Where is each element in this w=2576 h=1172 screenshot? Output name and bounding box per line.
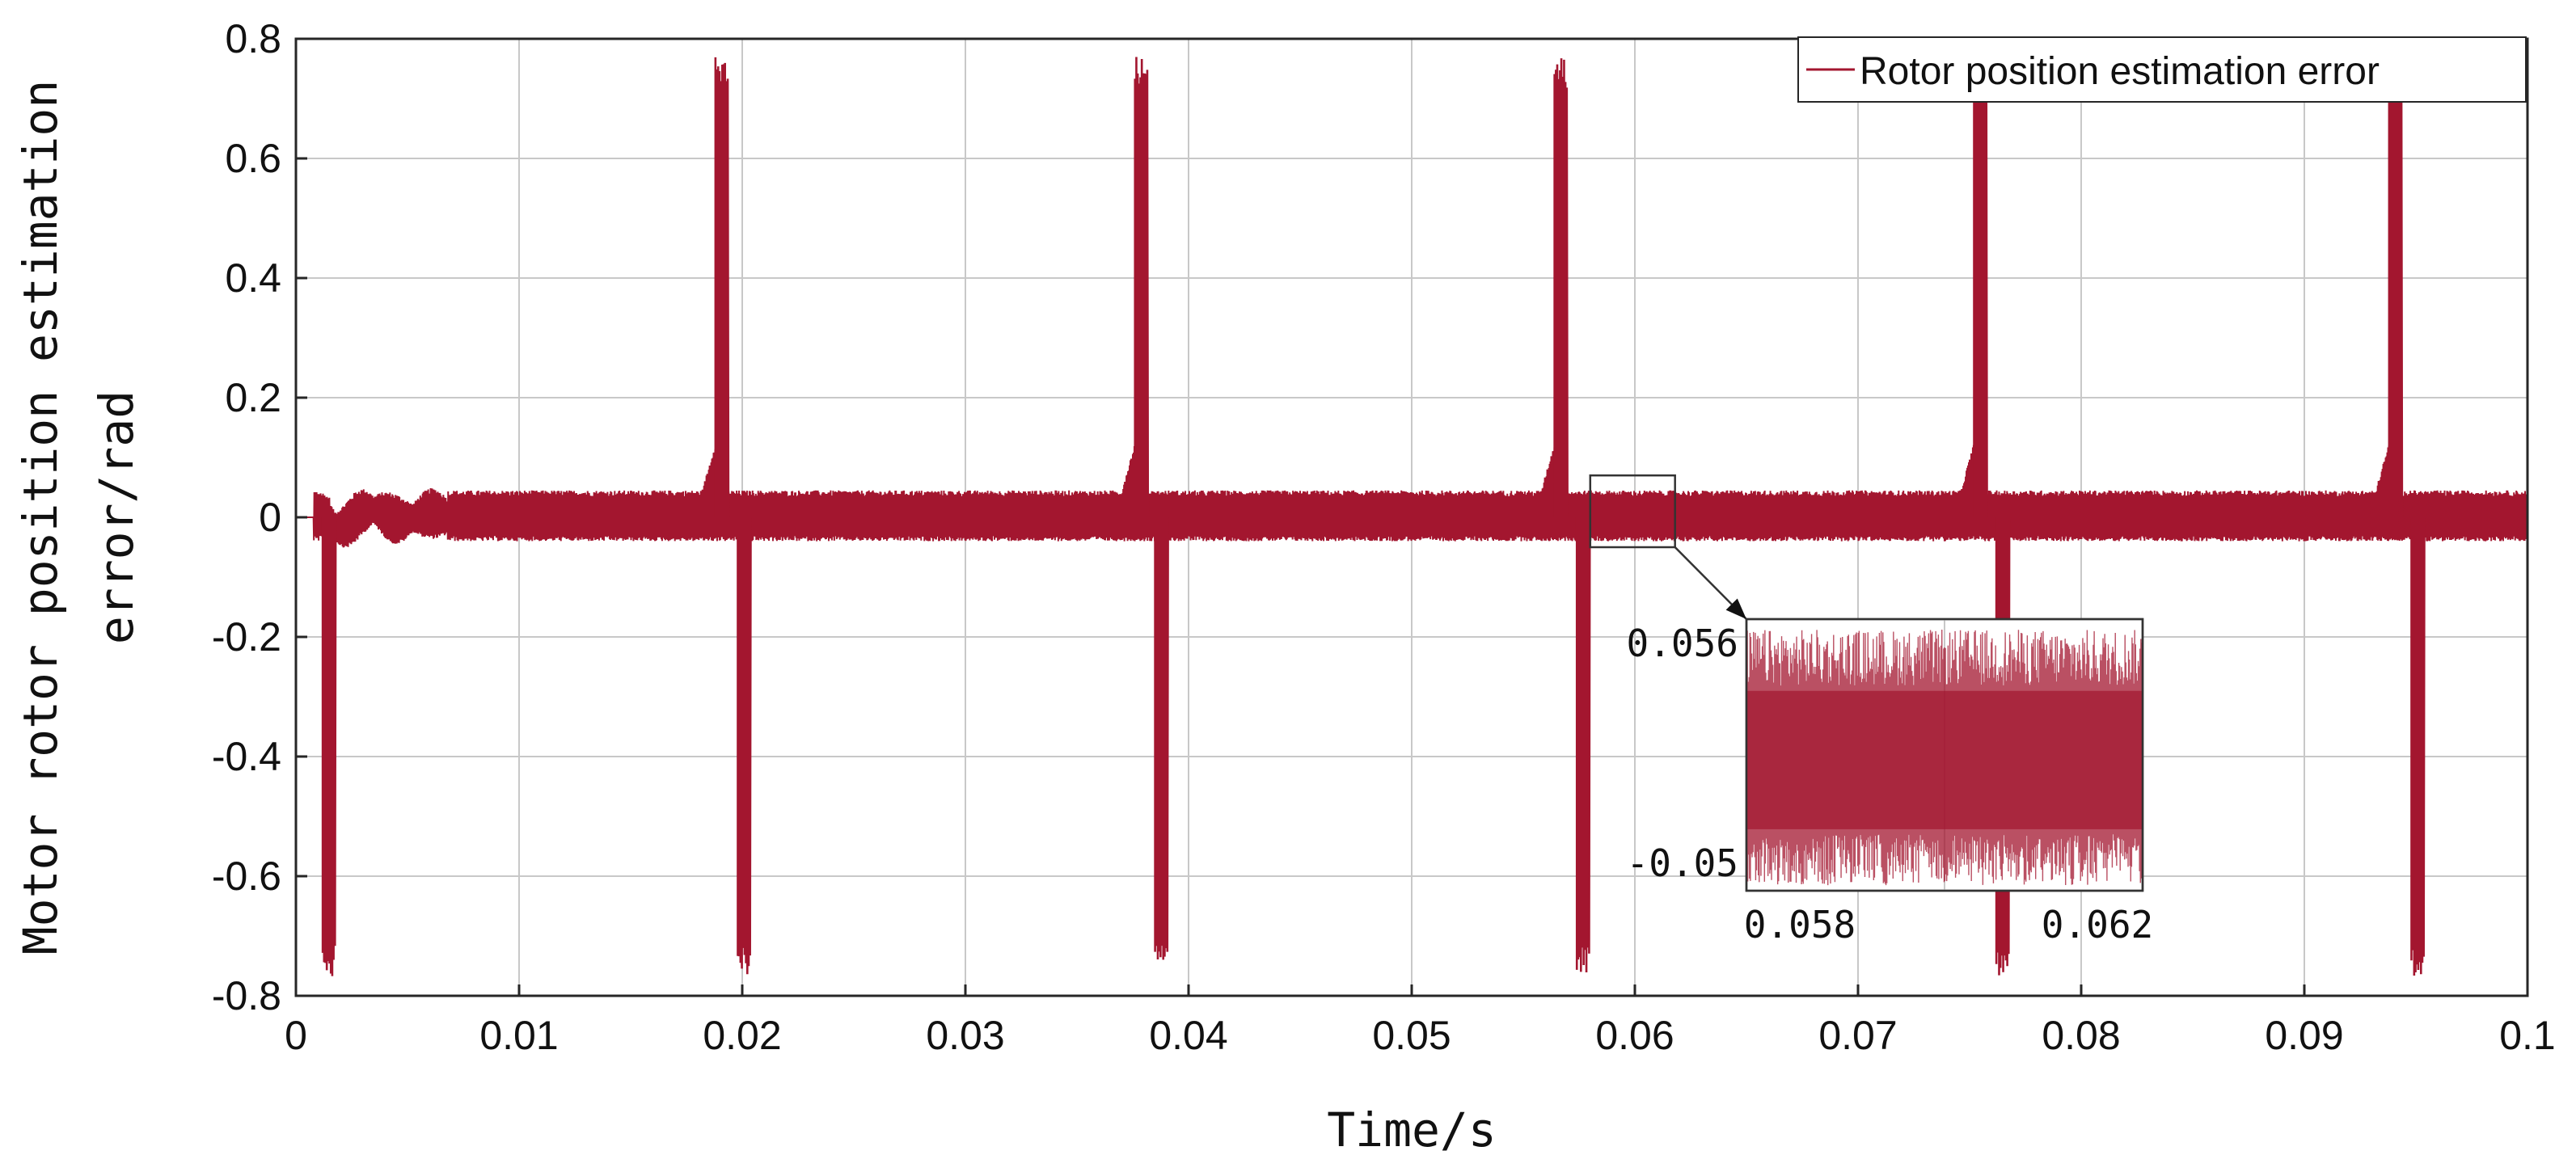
negative-spike (2410, 516, 2426, 976)
negative-spike (737, 516, 752, 975)
inset-series-line (1746, 630, 2143, 886)
inset-dense-band (1746, 690, 2143, 829)
y-tick-label: -0.8 (212, 973, 281, 1018)
x-axis-title: Time/s (1327, 1102, 1497, 1157)
y-tick-label: 0.2 (225, 375, 281, 420)
y-tick-label: -0.4 (212, 734, 281, 779)
negative-spike (1575, 516, 1591, 972)
legend-entry-label: Rotor position estimation error (1860, 50, 2380, 93)
y-tick-label: 0.6 (225, 136, 281, 181)
negative-spike (321, 516, 337, 976)
x-tick-label: 0.01 (479, 1013, 558, 1058)
positive-spike (1553, 58, 1569, 518)
inset-frame (1745, 618, 2144, 892)
inset-y-tick-bottom: -0.05 (1627, 841, 1738, 885)
positive-spike (1134, 57, 1150, 518)
x-tick-label: 0.05 (1372, 1013, 1451, 1058)
inset-zoom-plot: 0.056 -0.05 0.058 0.062 (1627, 618, 2153, 946)
x-tick-label: 0.03 (926, 1013, 1004, 1058)
y-axis-title-line-2: error/rad (89, 390, 144, 644)
positive-spike (2388, 57, 2404, 518)
x-tick-label: 0.02 (703, 1013, 781, 1058)
y-tick-label: -0.2 (212, 614, 281, 660)
x-tick-label: 0.08 (2042, 1013, 2120, 1058)
x-axis-ticks: 0 0.01 0.02 0.03 0.04 0.05 0.06 0.07 0.08 0.09 0.1 (285, 984, 2556, 1058)
legend: Rotor position estimation error (1797, 36, 2527, 103)
x-tick-label: 0.06 (1595, 1013, 1674, 1058)
x-tick-label: 0.09 (2265, 1013, 2343, 1058)
zoom-region-marker (1589, 474, 1676, 549)
legend-box (1797, 36, 2527, 103)
negative-spike (1154, 516, 1169, 960)
zoom-arrow-head (1725, 598, 1746, 619)
y-axis-title-line-1: Motor rotor position estimation (13, 80, 68, 955)
x-tick-label: 0.1 (2499, 1013, 2556, 1058)
y-tick-label: 0.4 (225, 255, 281, 301)
negative-spike (1995, 516, 2011, 976)
y-tick-label: -0.6 (212, 854, 281, 899)
inset-series (1746, 630, 2143, 886)
x-tick-label: 0 (285, 1013, 307, 1058)
x-tick-label: 0.04 (1149, 1013, 1227, 1058)
positive-spike (714, 57, 730, 518)
inset-x-tick-left: 0.058 (1744, 903, 1856, 946)
series-line (296, 445, 2528, 548)
positive-spike (1973, 65, 1988, 518)
y-tick-label: 0 (259, 495, 281, 540)
y-tick-label: 0.8 (225, 16, 281, 61)
y-axis-ticks: 0.8 0.6 0.4 0.2 0 -0.2 -0.4 -0.6 -0.8 (212, 16, 307, 1018)
inset-y-tick-top: 0.056 (1627, 622, 1738, 665)
x-tick-label: 0.07 (1818, 1013, 1897, 1058)
inset-x-tick-right: 0.062 (2042, 903, 2153, 946)
